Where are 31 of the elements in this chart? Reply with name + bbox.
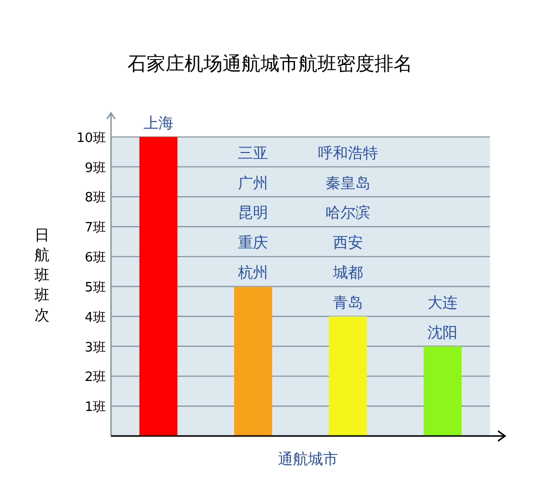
x-axis-title: 通航城市 <box>278 450 338 468</box>
x-tick-label: 杭州 <box>237 264 268 282</box>
y-tick-label: 8班 <box>84 190 106 206</box>
annotation: 三亚 <box>238 144 268 162</box>
annotation: 广州 <box>238 174 268 192</box>
chart-title: 石家庄机场通航城市航班密度排名 <box>128 53 412 75</box>
annotation: 城都 <box>332 264 363 282</box>
annotation: 秦皇岛 <box>325 174 370 192</box>
x-tick-label: 青岛 <box>332 293 363 312</box>
bar <box>328 316 367 436</box>
annotation: 呼和浩特 <box>318 144 378 162</box>
y-tick-label: 10班 <box>76 130 106 146</box>
bar <box>139 136 178 436</box>
x-tick-label: 上海 <box>143 114 174 132</box>
annotation: 哈尔滨 <box>325 204 370 222</box>
annotation: 西安 <box>332 234 363 252</box>
annotation: 昆明 <box>238 204 268 222</box>
y-tick-label: 3班 <box>84 340 106 356</box>
y-tick-label: 2班 <box>84 370 106 386</box>
annotation: 重庆 <box>238 234 268 252</box>
annotation: 大连 <box>428 293 458 312</box>
y-axis-title: 日航班班次 <box>34 226 50 324</box>
y-tick-label: 4班 <box>84 310 106 326</box>
y-tick-label: 9班 <box>84 160 106 176</box>
y-tick-label: 1班 <box>84 400 106 416</box>
y-tick-label: 7班 <box>84 220 106 236</box>
y-tick-label: 5班 <box>84 280 106 296</box>
y-tick-label: 6班 <box>84 250 106 266</box>
bar <box>424 346 462 436</box>
x-tick-label: 沈阳 <box>428 323 458 342</box>
bar <box>234 286 272 436</box>
